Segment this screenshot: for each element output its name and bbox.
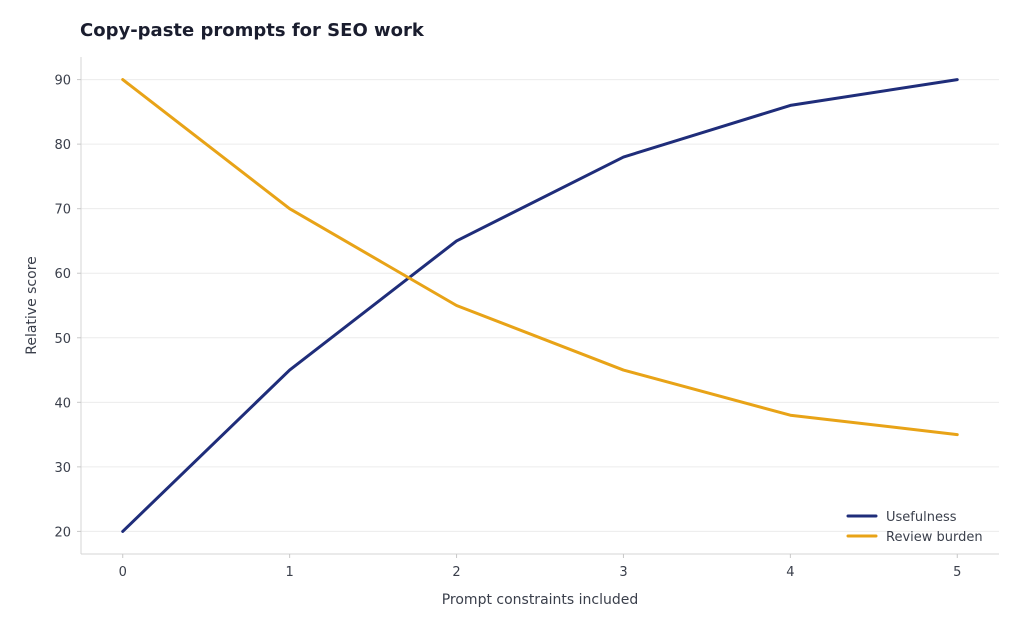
y-axis-ticks: 20 30 40 50 60 70 80 90: [54, 74, 81, 540]
series-line-review-burden: [121, 78, 959, 437]
chart-title: Copy-paste prompts for SEO work: [80, 20, 424, 41]
y-tick-label: 80: [54, 138, 71, 153]
x-tick-label: 5: [953, 565, 961, 580]
x-tick-label: 2: [452, 565, 460, 580]
gridlines: [81, 79, 999, 532]
legend-label: Review burden: [886, 530, 983, 545]
y-tick-label: 20: [54, 525, 71, 540]
y-tick-label: 70: [54, 203, 71, 218]
y-tick-label: 90: [54, 74, 71, 89]
y-tick-label: 50: [54, 332, 71, 347]
x-tick-label: 3: [619, 565, 627, 580]
y-tick-label: 60: [54, 267, 71, 282]
x-tick-label: 4: [786, 565, 794, 580]
series-line-usefulness: [121, 78, 959, 533]
y-tick-label: 40: [54, 396, 71, 411]
x-tick-label: 1: [285, 565, 293, 580]
x-axis-label: Prompt constraints included: [442, 592, 639, 608]
x-axis-ticks: 0 1 2 3 4 5: [119, 554, 961, 580]
y-axis-label: Relative score: [24, 256, 40, 355]
legend-label: Usefulness: [886, 510, 957, 525]
y-tick-label: 30: [54, 461, 71, 476]
legend: Usefulness Review burden: [846, 510, 983, 545]
x-tick-label: 0: [119, 565, 127, 580]
series-lines: [121, 78, 959, 533]
